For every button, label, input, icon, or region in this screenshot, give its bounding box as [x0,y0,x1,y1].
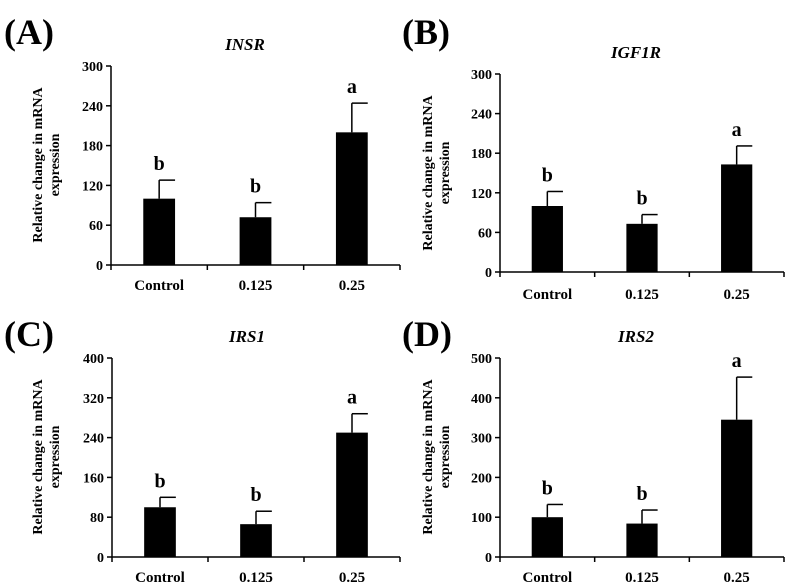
bar-control [531,206,563,272]
y-axis-label-line2: expression [48,425,63,488]
x-category-label: 0.125 [239,278,273,294]
panel-label: (B) [402,12,450,52]
bar-0-25 [721,419,753,557]
bar-0-125 [239,217,272,265]
bar-control [144,507,176,557]
y-tick-label: 120 [471,187,492,202]
bar-0-125 [626,523,658,557]
y-tick-label: 200 [471,471,492,486]
y-tick-label: 100 [471,511,492,526]
chart-title: IRS2 [617,327,654,346]
significance-label: a [732,119,742,141]
chart-title: IGF1R [610,43,661,62]
chart-title: INSR [224,35,265,54]
panel-label: (C) [4,314,54,354]
y-tick-label: 0 [97,551,104,566]
y-axis-label-line1: Relative change in mRNA [421,95,436,251]
significance-label: b [636,483,647,505]
y-axis-label-line1: Relative change in mRNA [31,87,46,243]
bar-0-25 [335,132,368,265]
bar-control [143,198,176,265]
y-tick-label: 80 [90,511,104,526]
y-tick-label: 240 [83,432,104,447]
x-category-label: 0.125 [625,570,659,586]
significance-label: b [154,470,165,492]
bar-control [531,517,563,557]
significance-label: a [347,387,357,409]
y-axis-label-line1: Relative change in mRNA [421,379,436,535]
y-axis-label-line2: expression [438,425,453,488]
significance-label: a [732,350,742,372]
x-category-label: 0.25 [724,570,750,586]
y-tick-label: 300 [471,432,492,447]
y-axis-label: Relative change in mRNA expression [421,379,453,535]
significance-label: b [636,188,647,210]
y-tick-label: 300 [82,60,103,75]
y-axis-label-line1: Relative change in mRNA [31,379,46,535]
y-tick-label: 400 [471,392,492,407]
y-tick-label: 300 [471,68,492,83]
y-tick-label: 400 [83,352,104,367]
x-category-label: 0.25 [339,570,365,586]
y-tick-label: 180 [471,147,492,162]
y-axis-label-line2: expression [48,133,63,196]
x-category-label: Control [522,287,572,303]
y-tick-label: 0 [485,266,492,281]
y-tick-label: 240 [471,108,492,123]
bar-0-125 [240,524,272,557]
bar-0-25 [336,432,368,557]
x-category-label: 0.25 [339,278,365,294]
y-axis-label: Relative change in mRNA expression [31,87,63,243]
x-category-label: Control [522,570,572,586]
y-tick-label: 60 [478,226,492,241]
significance-label: a [347,76,357,98]
panel-label: (D) [402,314,452,354]
panel-label: (A) [4,12,54,52]
x-category-label: 0.125 [625,287,659,303]
chart-panel-a: (A) INSR Relative change in mRNA expression… [4,12,401,294]
y-tick-label: 160 [83,471,104,486]
y-tick-label: 120 [82,179,103,194]
y-tick-label: 0 [485,551,492,566]
significance-label: b [542,164,553,186]
bar-0-125 [626,223,658,272]
y-tick-label: 240 [82,100,103,115]
x-category-label: Control [135,570,185,586]
y-tick-label: 60 [89,219,103,234]
x-category-label: Control [134,278,184,294]
chart-title: IRS1 [228,327,265,346]
y-axis-label-line2: expression [438,141,453,204]
chart-panel-b: (B) IGF1R Relative change in mRNA expressio… [402,12,785,303]
y-axis-label: Relative change in mRNA expression [421,95,453,251]
bar-0-25 [721,164,753,272]
y-tick-label: 500 [471,352,492,367]
y-tick-label: 0 [96,259,103,274]
significance-label: b [250,176,261,198]
significance-label: b [542,477,553,499]
x-category-label: 0.125 [239,570,273,586]
y-tick-label: 180 [82,140,103,155]
y-axis-label: Relative change in mRNA expression [31,379,63,535]
chart-panel-d: (D) IRS2 Relative change in mRNA expression… [402,314,785,586]
chart-panel-c: (C) IRS1 Relative change in mRNA expression… [4,314,401,586]
significance-label: b [250,484,261,506]
y-tick-label: 320 [83,392,104,407]
x-category-label: 0.25 [724,287,750,303]
significance-label: b [154,153,165,175]
